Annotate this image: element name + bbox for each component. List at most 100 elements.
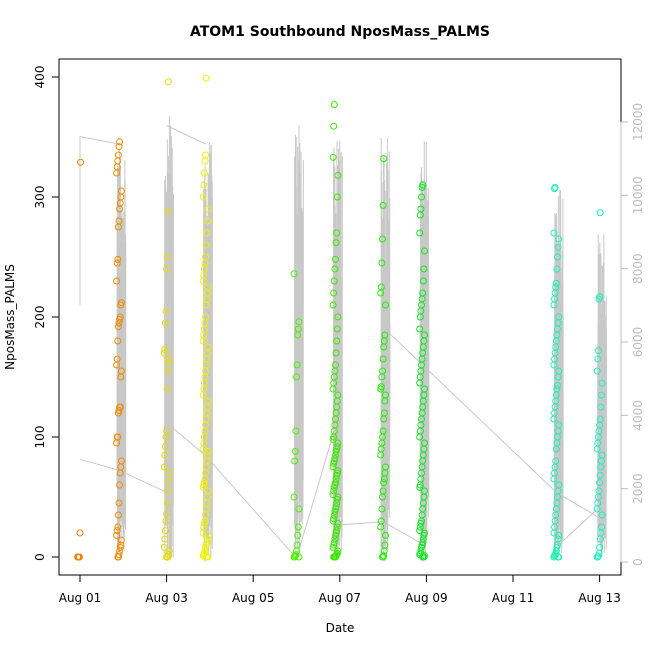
data-point xyxy=(203,539,211,547)
data-point xyxy=(294,523,302,531)
x-tick-label: Aug 09 xyxy=(405,591,448,605)
data-point xyxy=(161,451,169,459)
data-point xyxy=(161,345,169,353)
data-point xyxy=(163,427,171,435)
data-point xyxy=(416,325,424,333)
data-point xyxy=(377,383,385,391)
data-point xyxy=(329,153,337,161)
data-point xyxy=(76,529,84,537)
data-point xyxy=(162,517,170,525)
data-point xyxy=(555,481,563,489)
data-point xyxy=(116,481,124,489)
data-point xyxy=(333,337,341,345)
y-tick-label: 200 xyxy=(33,306,47,329)
data-point xyxy=(330,515,338,523)
data-point xyxy=(553,265,561,273)
gray-connector xyxy=(382,326,600,519)
data-point xyxy=(380,552,388,560)
data-point xyxy=(114,511,122,519)
gray-connector xyxy=(335,521,423,545)
data-point xyxy=(382,391,389,399)
y-tick-label: 100 xyxy=(33,426,47,449)
data-point xyxy=(291,457,299,465)
data-point xyxy=(204,487,212,495)
data-point xyxy=(597,523,605,531)
data-point xyxy=(333,193,341,201)
data-point xyxy=(381,541,389,549)
gray-connector xyxy=(166,422,336,560)
data-point xyxy=(551,183,559,191)
data-point xyxy=(204,283,212,291)
data-point xyxy=(115,407,123,415)
y-tick-label: 400 xyxy=(33,66,47,89)
data-point xyxy=(114,433,122,441)
data-point xyxy=(594,347,602,355)
data-point xyxy=(290,270,298,278)
gray-spike-trace xyxy=(333,140,343,559)
data-point xyxy=(379,235,386,243)
data-point xyxy=(382,463,389,471)
data-point xyxy=(163,385,171,393)
data-point xyxy=(164,477,172,485)
data-point xyxy=(334,313,342,321)
data-point xyxy=(115,551,123,559)
right-y-tick-label: 12000 xyxy=(631,103,645,141)
data-point xyxy=(331,455,339,463)
gray-spike-trace xyxy=(553,190,564,559)
right-y-tick-label: 2000 xyxy=(631,473,645,504)
data-point xyxy=(333,229,341,237)
data-point xyxy=(293,361,301,369)
x-tick-label: Aug 07 xyxy=(319,591,362,605)
data-point xyxy=(330,122,338,130)
x-tick-label: Aug 05 xyxy=(232,591,275,605)
right-y-tick-label: 10000 xyxy=(631,176,645,214)
x-tick-label: Aug 13 xyxy=(578,591,621,605)
data-point xyxy=(382,301,389,309)
data-point xyxy=(292,427,300,435)
data-point xyxy=(379,487,387,495)
data-point xyxy=(295,505,303,513)
data-point xyxy=(420,265,428,273)
data-point xyxy=(117,457,125,465)
x-axis-label: Date xyxy=(326,621,355,635)
data-point xyxy=(160,463,168,471)
data-point xyxy=(117,536,125,544)
data-point xyxy=(113,527,121,535)
x-tick-label: Aug 03 xyxy=(145,591,188,605)
data-point xyxy=(421,439,428,447)
data-point xyxy=(554,381,561,389)
right-y-tick-label: 4000 xyxy=(631,400,645,431)
data-point xyxy=(113,355,121,363)
data-point xyxy=(552,457,560,465)
data-point xyxy=(329,491,337,499)
data-point xyxy=(114,255,122,263)
data-point xyxy=(114,151,122,159)
data-point xyxy=(117,541,125,549)
data-point xyxy=(117,367,125,375)
data-point xyxy=(200,169,208,177)
data-point xyxy=(115,143,123,151)
data-point xyxy=(419,181,427,189)
data-point xyxy=(417,205,425,213)
data-point xyxy=(114,323,122,331)
data-point xyxy=(378,505,386,513)
data-point xyxy=(421,385,428,393)
data-point xyxy=(418,193,425,201)
left-axis: 0 100 200 300 400 xyxy=(33,66,60,561)
data-point xyxy=(334,439,342,447)
data-point xyxy=(160,543,168,551)
data-point xyxy=(333,325,341,333)
data-point xyxy=(75,553,83,561)
data-point xyxy=(291,447,299,455)
data-point xyxy=(165,547,173,555)
data-point xyxy=(295,318,303,326)
data-point xyxy=(379,355,387,363)
data-point xyxy=(163,253,171,261)
data-point xyxy=(334,547,342,555)
data-point xyxy=(161,443,169,451)
data-point xyxy=(380,479,388,487)
gray-connector xyxy=(166,125,206,145)
data-point xyxy=(202,241,210,249)
y-tick-label: 300 xyxy=(33,186,47,209)
data-point xyxy=(114,523,122,531)
